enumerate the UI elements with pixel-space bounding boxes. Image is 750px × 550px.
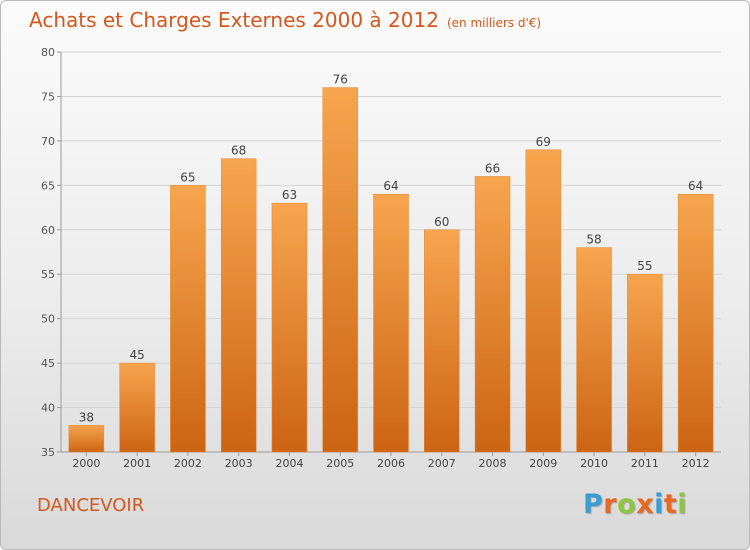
- data-label: 65: [180, 170, 195, 184]
- x-tick-label: 2001: [123, 457, 151, 470]
- y-tick-label: 60: [41, 224, 55, 237]
- data-label: 60: [434, 215, 449, 229]
- data-label: 55: [637, 259, 652, 273]
- labels: 35 40 45 50 55 60 65 70 75 80 38 2000 45 2001 65 2002 68…: [41, 46, 710, 470]
- bar: [677, 193, 714, 453]
- bar: [170, 185, 206, 453]
- data-label: 58: [586, 233, 601, 247]
- bar: [220, 158, 257, 453]
- logo-letter: i: [654, 489, 664, 520]
- bar: [119, 362, 155, 453]
- proxiti-logo: Proxiti: [583, 489, 687, 520]
- x-tick-label: 2005: [326, 457, 354, 470]
- bar: [373, 193, 409, 453]
- y-tick-label: 55: [41, 268, 55, 281]
- chart-title: Achats et Charges Externes 2000 à 2012: [29, 8, 439, 32]
- bar: [576, 247, 612, 453]
- logo-letter: t: [663, 489, 678, 520]
- logo-letter: i: [677, 489, 688, 520]
- x-tick-label: 2000: [72, 457, 100, 470]
- x-tick-label: 2006: [377, 457, 405, 470]
- logo-letter: x: [636, 489, 655, 520]
- bar: [322, 87, 358, 453]
- y-tick-label: 80: [41, 46, 55, 59]
- y-tick-label: 45: [41, 357, 55, 370]
- chart-unit: (en milliers d'€): [446, 16, 542, 30]
- x-tick-label: 2003: [225, 457, 253, 470]
- logo-letter: P: [583, 489, 604, 520]
- x-tick-label: 2012: [682, 457, 710, 470]
- x-tick-label: 2010: [580, 457, 608, 470]
- x-tick-label: 2011: [631, 457, 659, 470]
- y-tick-label: 50: [41, 313, 55, 326]
- x-tick-label: 2002: [174, 457, 202, 470]
- bar: [474, 176, 511, 453]
- x-tick-label: 2004: [275, 457, 303, 470]
- data-label: 68: [231, 144, 246, 158]
- data-label: 64: [688, 179, 703, 193]
- bar: [271, 202, 308, 453]
- data-label: 38: [79, 410, 94, 424]
- data-label: 66: [485, 161, 500, 175]
- chart-title-block: Achats et Charges Externes 2000 à 2012 (e…: [29, 8, 541, 32]
- x-tick-label: 2009: [529, 457, 557, 470]
- logo-letter: r: [603, 489, 618, 520]
- bar: [424, 229, 460, 453]
- data-label: 64: [383, 179, 398, 193]
- x-tick-label: 2007: [428, 457, 456, 470]
- y-tick-label: 35: [41, 446, 55, 459]
- y-tick-label: 40: [41, 402, 55, 415]
- bar: [68, 425, 105, 453]
- y-tick-label: 65: [41, 179, 55, 192]
- data-label: 45: [130, 348, 145, 362]
- data-label: 69: [536, 135, 551, 149]
- x-tick-label: 2008: [479, 457, 507, 470]
- logo-letter: o: [617, 489, 637, 520]
- data-label: 63: [282, 188, 297, 202]
- bar: [525, 149, 562, 453]
- y-tick-label: 75: [41, 90, 55, 103]
- bars: [68, 87, 714, 453]
- commune-name: DANCEVOIR: [37, 495, 145, 516]
- y-tick-label: 70: [41, 135, 55, 148]
- bar: [627, 273, 663, 453]
- data-label: 76: [333, 73, 348, 87]
